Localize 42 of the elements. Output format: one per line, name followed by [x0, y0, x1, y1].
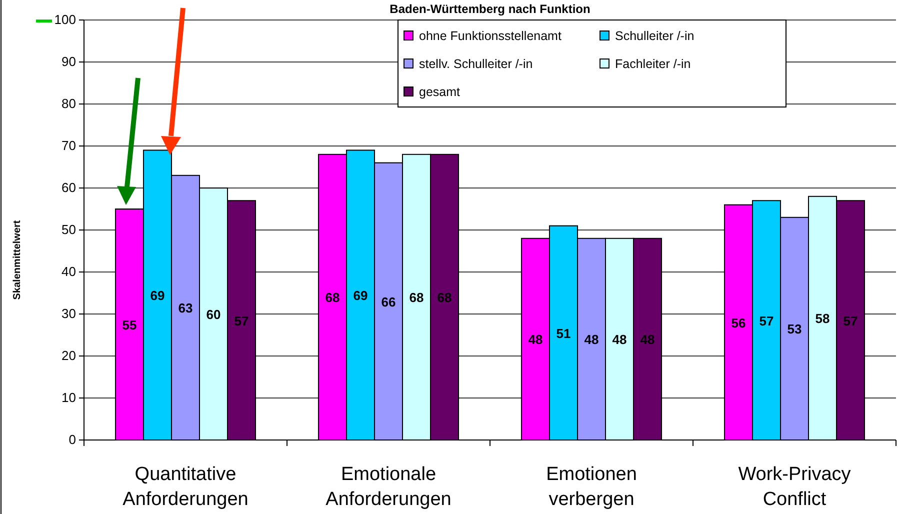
data-label: 68	[409, 290, 424, 306]
y-tick-label: 20	[62, 348, 76, 364]
y-axis-title: Skalenmittelwert	[12, 220, 23, 300]
data-label: 68	[325, 290, 340, 306]
legend-label: stellv. Schulleiter /-in	[419, 57, 533, 71]
legend-label: ohne Funktionsstellenamt	[419, 29, 562, 43]
data-label: 57	[234, 313, 249, 328]
y-tick-label: 0	[68, 432, 76, 448]
x-tick-label: Emotionen verbergen	[546, 464, 637, 510]
y-tick-label: 90	[62, 54, 76, 70]
data-label: 69	[150, 288, 165, 304]
chart-title: Baden-Württemberg nach Funktion	[390, 2, 590, 16]
x-tick-label: Work-Privacy Conflict	[738, 464, 852, 510]
y-tick-label: 70	[62, 138, 76, 154]
data-label: 53	[787, 322, 802, 337]
legend-label: Schulleiter /-in	[615, 29, 694, 43]
data-label: 63	[178, 300, 193, 316]
y-tick-label: 40	[62, 264, 76, 280]
legend-label: gesamt	[419, 85, 461, 99]
data-label: 57	[759, 313, 774, 328]
data-label: 48	[584, 332, 599, 348]
data-label: 69	[353, 288, 368, 304]
y-tick-label: 10	[62, 390, 76, 406]
data-label: 66	[381, 294, 396, 310]
data-label: 68	[437, 290, 452, 306]
data-label: 56	[731, 315, 746, 330]
data-label: 48	[528, 332, 543, 348]
y-tick-label: 50	[62, 222, 76, 238]
x-tick-label: Emotionale Anforderungen	[326, 464, 452, 510]
y-tick-label: 100	[54, 12, 76, 28]
data-label: 60	[206, 307, 221, 322]
x-tick-label: Quantitative Anforderungen	[122, 464, 248, 510]
legend-label: Fachleiter /-in	[615, 57, 691, 71]
data-label: 51	[556, 326, 571, 341]
data-label: 48	[612, 332, 627, 348]
data-label: 48	[640, 332, 655, 348]
y-tick-label: 30	[62, 306, 76, 322]
data-label: 58	[815, 311, 830, 326]
y-tick-label: 80	[62, 96, 76, 112]
data-label: 57	[843, 313, 858, 328]
y-tick-label: 60	[62, 180, 76, 196]
data-label: 55	[122, 318, 137, 332]
